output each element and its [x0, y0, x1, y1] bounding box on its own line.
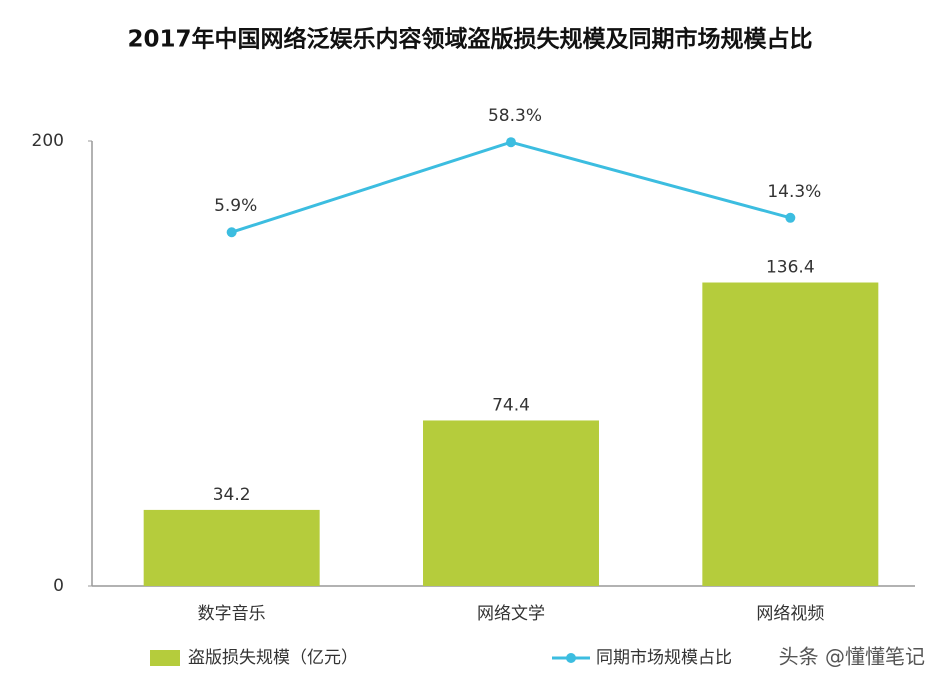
- legend-label: 盗版损失规模（亿元）: [188, 648, 358, 668]
- data-label: 14.3%: [767, 182, 821, 202]
- line: [231, 140, 791, 234]
- x-tick-label: 数字音乐: [198, 604, 266, 624]
- y-tick-label: 0: [53, 576, 64, 596]
- chart-title: 2017年中国网络泛娱乐内容领域盗版损失规模及同期市场规模占比: [127, 26, 812, 53]
- line-point: [226, 227, 237, 238]
- line-point: [785, 212, 796, 223]
- data-label: 34.2: [213, 485, 251, 505]
- y-tick-label: 200: [32, 131, 64, 151]
- data-label: 58.3%: [488, 106, 542, 126]
- legend-swatch: [150, 650, 180, 666]
- legend-swatch: [566, 653, 576, 663]
- watermark: 头条 @懂懂笔记: [779, 645, 925, 669]
- line-point: [506, 137, 516, 148]
- legend-label: 同期市场规模占比: [596, 648, 732, 668]
- bar: [143, 509, 320, 586]
- x-tick-label: 网络文学: [477, 604, 545, 624]
- x-tick-label: 网络视频: [756, 604, 824, 624]
- bar: [423, 420, 599, 586]
- bar: [702, 282, 879, 586]
- data-label: 5.9%: [214, 196, 257, 216]
- data-label: 74.4: [492, 395, 530, 415]
- data-label: 136.4: [766, 258, 815, 278]
